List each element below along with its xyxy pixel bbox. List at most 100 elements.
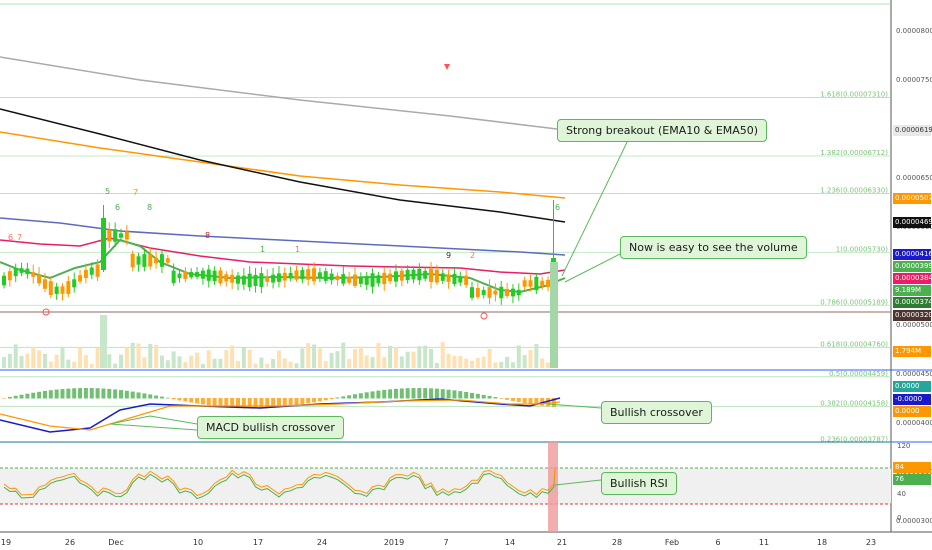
macd-histogram-bar [236,398,240,409]
volume-bar [399,356,404,368]
volume-bar [247,349,252,368]
volume-bar [288,361,293,368]
time-tick-label: 18 [817,538,827,547]
macd-histogram-bar [42,390,47,399]
volume-bar [505,356,510,368]
macd-histogram-bar [183,398,188,402]
macd-histogram-bar [259,398,264,409]
macd-histogram-bar [189,398,194,403]
candle-body [19,268,24,273]
macd-histogram-bar [206,398,211,406]
td-count: 6 [8,233,13,242]
macd-histogram-bar [177,398,182,401]
volume-bar [183,361,188,368]
candle-body [171,270,176,283]
annotation-pointer [554,479,602,486]
price-label-ema10: 0.00003994 [893,261,932,272]
volume-bar-breakout [550,262,558,368]
macd-histogram-bar [142,393,147,399]
candle-body [323,271,328,281]
macd-label-0: 0.0000 [893,381,931,392]
rsi-tick-label: 40 [897,490,906,498]
volume-bar [429,348,434,368]
candle-body [2,275,6,286]
candle-body [312,268,317,282]
price-label-low: 0.00003209 [893,310,932,321]
macd-histogram-bar [399,388,404,399]
fib-label: 1.236(0.00006330) [820,186,888,194]
macd-histogram-bar [218,398,223,407]
volume-bar [154,344,159,368]
fib-label: 0.382(0.00004158) [820,399,888,407]
candle-body [382,272,387,285]
macd-histogram-bar [54,389,59,399]
macd-histogram-bar [393,388,398,399]
time-tick-label: Dec [108,538,123,547]
price-label-last: 0.00003741 [893,297,932,308]
volume-bar [358,346,363,368]
volume-bar [434,363,439,368]
volume-bar [113,363,118,368]
candle-body [458,277,463,283]
volume-bar [42,353,47,368]
macd-histogram-bar [546,398,551,407]
volume-bar [306,343,311,368]
macd-histogram-bar [230,398,235,408]
candle-body [470,287,474,298]
volume-bar [31,346,36,368]
macd-line [0,397,561,433]
volume-bar [89,363,94,368]
candle-body [393,271,398,282]
volume-bar [259,357,264,368]
volume-bar [487,348,492,368]
time-tick-label: 10 [193,538,203,547]
macd-histogram-bar [329,398,334,400]
candle-body [218,270,223,284]
volume-bar [218,358,223,368]
macd-histogram-bar [534,398,539,405]
annotation-macd-crossover: MACD bullish crossover [197,416,344,439]
td-count: 1 [295,245,300,254]
td-count: 1 [260,245,265,254]
volume-bar [282,358,287,368]
macd-label-2: 0.0000 [893,406,931,417]
candle-body [335,275,340,281]
macd-histogram-bar [300,398,305,405]
macd-histogram-bar [19,394,24,399]
volume-bar [317,348,322,368]
ema50-line [0,237,566,275]
candle-body [376,275,381,284]
volume-bar [2,357,6,368]
macd-histogram-bar [423,388,428,399]
macd-histogram-bar [510,398,515,401]
candle-body [78,275,83,282]
td-count: 6 [115,203,120,212]
candle-body [177,273,182,279]
volume-bar [83,355,88,368]
candle-body [411,269,416,280]
macd-histogram-bar [452,390,457,399]
volume-bar [119,354,123,368]
volume-bar [300,348,305,368]
fib-label: 1.618(0.00007310) [820,90,888,98]
candle-body [200,270,205,279]
candle-body [347,276,352,283]
rsi-highlight [548,442,558,532]
macd-histogram-bar [154,395,159,399]
candle-body [7,271,12,281]
candle-body [183,271,188,279]
volume-bar [522,355,527,368]
price-tick-label: 0.00003000 [896,517,932,525]
volume-bar [534,343,539,368]
macd-histogram-bar [265,398,270,409]
volume-bar [100,315,107,368]
td-count: 8 [205,231,210,240]
volume-bar [335,351,340,368]
volume-bar [376,343,381,368]
volume-bar [224,350,229,368]
macd-histogram-bar [66,388,71,399]
